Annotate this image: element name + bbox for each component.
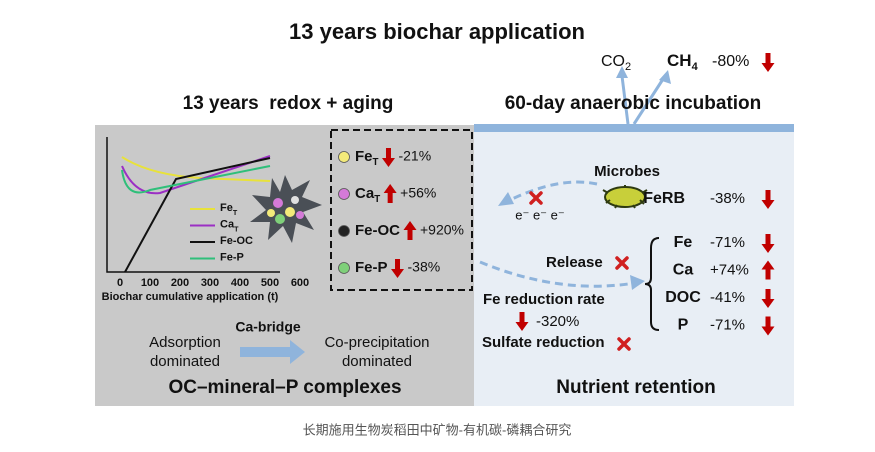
nutrient-label: Fe (674, 234, 693, 251)
ball (338, 262, 350, 274)
ch4-change: -80% (712, 53, 749, 70)
down-arrow (761, 234, 775, 253)
mini-x-tick: 100 (141, 277, 159, 289)
legend-label-text: Ca (220, 218, 235, 230)
x-mark (529, 191, 543, 205)
nutrient-change: -71% (710, 316, 745, 333)
box-label-text: Fe-P (355, 259, 388, 276)
x-mark (617, 337, 631, 351)
legend-label-text: Fe-OC (220, 235, 253, 247)
down-arrow (761, 190, 775, 209)
box-label: CaT (355, 185, 380, 205)
release: Release (546, 254, 603, 271)
box-label: Fe-OC (355, 222, 400, 239)
legend-label-sub: T (234, 225, 239, 233)
box-label-sub: T (373, 157, 379, 168)
mini-axes (106, 137, 280, 273)
release-arrowhead (630, 275, 645, 290)
ball (338, 151, 350, 163)
electron-arrow (509, 180, 598, 202)
box-change: -38% (408, 259, 441, 275)
legend-label-sub: T (233, 209, 238, 217)
gas-arrows (620, 75, 667, 125)
dashed-box (330, 129, 473, 291)
mini-x-tick: 400 (231, 277, 249, 289)
box-change: +56% (400, 185, 436, 201)
fe-rate-change: -320% (536, 313, 579, 330)
nutrient-label: Ca (673, 262, 694, 279)
sulfate: Sulfate reduction (482, 334, 605, 351)
transition-arrow (240, 340, 305, 364)
down-arrow (391, 259, 405, 278)
caption: 长期施用生物炭稻田中矿物-有机碳-磷耦合研究 (303, 422, 572, 437)
nutrient-change: -41% (710, 289, 745, 306)
box-label-sub: T (374, 194, 380, 205)
mini-x-tick: 600 (291, 277, 309, 289)
right-panel (474, 132, 794, 406)
ball (338, 225, 350, 237)
co2: CO2 (601, 53, 631, 73)
ferb-change: -38% (710, 190, 745, 207)
release-arrow (479, 260, 636, 288)
nutrient-change: +74% (710, 261, 749, 278)
electrons: e⁻ e⁻ e⁻ (515, 207, 565, 222)
down-arrow (515, 312, 529, 331)
mini-x-tick: 200 (171, 277, 189, 289)
legend-label: Fe-OC (220, 235, 253, 247)
ch4: CH4 (667, 51, 699, 72)
mini-x-tick: 300 (201, 277, 219, 289)
ca-bridge: Ca-bridge (235, 319, 301, 335)
left-heading: 13 years redox + aging (183, 93, 394, 114)
brace (644, 237, 660, 331)
left-footer: OC–mineral–P complexes (168, 377, 401, 398)
gas-arrowheads (616, 66, 671, 84)
nutrient-label: P (678, 317, 689, 334)
x-mark (615, 256, 629, 270)
microbe-icon (602, 185, 648, 209)
up-arrow (403, 221, 417, 240)
legend-label: CaT (220, 218, 239, 233)
ball (338, 188, 350, 200)
up-arrow (383, 184, 397, 203)
mini-x-tick: 0 (117, 277, 123, 289)
box-change: -21% (398, 148, 431, 164)
up-arrow (761, 260, 775, 280)
box-label-text: Fe (355, 148, 373, 165)
coprecipitation: dominated (342, 353, 412, 370)
right-heading: 60-day anaerobic incubation (505, 93, 762, 114)
adsorption: dominated (150, 353, 220, 370)
nutrient-label: DOC (665, 289, 701, 306)
nutrient-change: -71% (710, 234, 745, 251)
box-label: FeT (355, 148, 379, 168)
mini-x-tick: 500 (261, 277, 279, 289)
box-change: +920% (420, 222, 464, 238)
fe-rate: Fe reduction rate (483, 291, 605, 308)
mini-x-label: Biochar cumulative application (t) (102, 291, 279, 303)
microbes: Microbes (594, 163, 660, 180)
electron-arrowhead (498, 192, 514, 206)
mini-lines (121, 155, 271, 273)
box-label-text: Ca (355, 185, 375, 202)
down-arrow (761, 53, 775, 72)
legend-label: FeT (220, 202, 238, 217)
right-footer: Nutrient retention (556, 377, 715, 398)
coprecipitation: Co-precipitation (324, 334, 429, 351)
particle (250, 175, 322, 243)
adsorption: Adsorption (149, 334, 221, 351)
legend-label: Fe-P (220, 251, 244, 263)
down-arrow (761, 316, 775, 336)
mini-chart: Biochar cumulative application (t) (102, 137, 280, 303)
ferb: FeRB (643, 190, 685, 207)
water-line (474, 124, 794, 132)
legend-label-text: Fe (220, 202, 233, 214)
legend-label-text: Fe-P (220, 251, 244, 263)
box-label-text: Fe-OC (355, 222, 400, 239)
title: 13 years biochar application (289, 19, 585, 44)
down-arrow (761, 289, 775, 308)
box-label: Fe-P (355, 259, 388, 276)
down-arrow (381, 148, 395, 167)
